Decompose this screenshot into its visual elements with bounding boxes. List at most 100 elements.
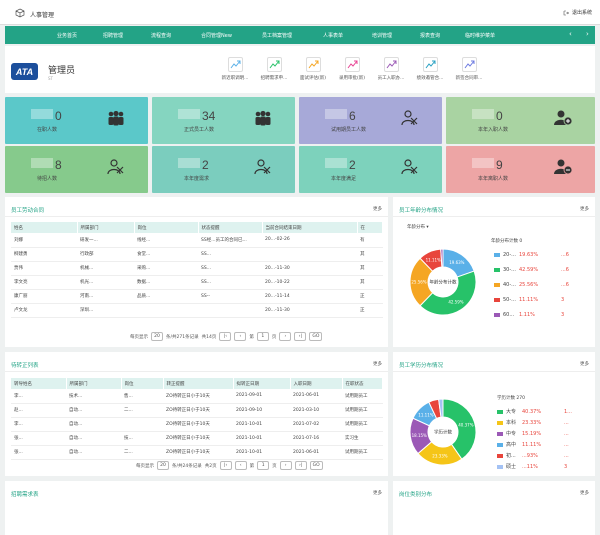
table-row[interactable]: 李... 自动... ZO待转正日小于10天 2021-10-01 2021-07-02… (11, 417, 383, 432)
table-row[interactable]: 张... 自动... 二... ZO待转正日小于10天 2021-10-01 2021-0… (11, 445, 383, 460)
stat-card[interactable]: 6 试用期员工人数 (299, 97, 442, 144)
legend-item[interactable]: 本科 23.33%... (497, 419, 569, 426)
first-page-button[interactable]: |‹ (219, 332, 232, 341)
legend-swatch (497, 442, 503, 447)
nav-item-training[interactable]: 培训管理 (372, 33, 393, 39)
main-nav: 业务首页 招聘管理 流程查询 合同管理New 员工档案管理 人事表单 培训管理 … (5, 26, 595, 44)
table-cell: 李... (11, 417, 66, 432)
stat-label: 试用期员工人数 (331, 127, 367, 133)
nav-item-home[interactable]: 业务首页 (57, 33, 78, 39)
table-row[interactable]: 李... 技术... 售... ZO待转正日小于10天 2021-09-01 2021-0… (11, 389, 383, 404)
legend-item[interactable]: 中专 15.19%... (497, 430, 569, 437)
legend-item[interactable]: 高中 11.11%... (497, 441, 569, 448)
edu-title[interactable]: 员工学历分布情况 (399, 363, 444, 369)
confirm-more-link[interactable]: 更多 (373, 362, 382, 367)
age-title[interactable]: 员工年龄分布情况 (399, 208, 444, 214)
age-more-link[interactable]: 更多 (580, 207, 589, 212)
table-cell: 试用期员工 (342, 445, 383, 460)
nav-item-temp[interactable]: 临时维护菜单 (465, 33, 496, 39)
table-cell: 赵... (11, 403, 66, 418)
table-row[interactable]: 卢文龙 深圳... 20...-11-30 正 (11, 303, 383, 318)
legend-item[interactable]: 20-... 19.63% ...6 (494, 252, 569, 258)
recruit-demand-title[interactable]: 招聘需求表 (11, 492, 39, 498)
shortcut-item[interactable]: 新签合同审... (451, 57, 487, 81)
next-page-button[interactable]: › (279, 461, 292, 470)
edu-more-link[interactable]: 更多 (580, 362, 589, 367)
last-page-button[interactable]: ›| (294, 461, 307, 470)
page-size-input[interactable]: 20 (151, 332, 163, 341)
nav-next-icon[interactable]: › (586, 30, 589, 38)
nav-item-recruit[interactable]: 招聘管理 (103, 33, 124, 39)
legend-item[interactable]: 50-... 11.11% 3 (494, 297, 564, 303)
page-size-input[interactable]: 20 (157, 461, 169, 470)
shortcut-item[interactable]: 面试评估(新) (295, 57, 331, 81)
legend-item[interactable]: 60... 1.11% 3 (494, 312, 564, 318)
table-row[interactable]: 康广丽 河南... 品质... SS-- 20...-11-14 正 (11, 289, 383, 304)
table-cell: 康广丽 (11, 289, 77, 304)
table-row[interactable]: 柳建勇 行政部 食堂... SS... 其 (11, 247, 383, 262)
table-row[interactable]: 张... 自动... 技... ZO待转正日小于10天 2021-10-01 2021-0… (11, 431, 383, 446)
recruit-demand-more-link[interactable]: 更多 (373, 491, 382, 496)
shortcut-label: 绩效邀管合... (416, 76, 444, 81)
contracts-title[interactable]: 员工劳动合同 (11, 208, 45, 214)
table-cell: 食堂... (134, 247, 198, 262)
stat-card[interactable]: 0 本年入职人数 (446, 97, 595, 144)
page-input[interactable]: 1 (257, 461, 270, 470)
shortcut-label: 招聘需求申... (260, 76, 288, 81)
stat-card[interactable]: 34 正式员工人数 (152, 97, 295, 144)
shortcut-item[interactable]: 员工入职办... (373, 57, 409, 81)
stat-card[interactable]: 9 本年离职人数 (446, 146, 595, 193)
nav-item-reports[interactable]: 报表查询 (420, 33, 441, 39)
stat-value: 0 (496, 109, 503, 123)
stat-card[interactable]: 2 本年度需求 (152, 146, 295, 193)
donut-slice[interactable] (440, 248, 444, 268)
nav-item-contract[interactable]: 合同管理New (201, 33, 232, 39)
shortcut-item[interactable]: 招聘需求申... (256, 57, 292, 81)
donut-slice[interactable] (419, 270, 477, 316)
stat-card[interactable]: 0 在职人数 (5, 97, 148, 144)
table-row[interactable]: 赵... 自动... 二... ZO待转正日小于10天 2021-09-10 2021-0… (11, 403, 383, 418)
legend-count: 3 (561, 312, 565, 318)
page-input[interactable]: 1 (256, 332, 269, 341)
table-row[interactable]: 贾伟 机械... 采购... SS... 20...-11-30 其 (11, 261, 383, 276)
col-dept: 所属部门 (77, 222, 135, 233)
shortcut-label: 新近职调明... (221, 76, 249, 81)
confirm-title[interactable]: 待转正列表 (11, 363, 39, 369)
go-button[interactable]: GO (309, 332, 323, 341)
table-cell: 20...-11-30 (262, 303, 357, 318)
legend-item[interactable]: 40-... 25.56% ...6 (494, 282, 569, 288)
next-page-button[interactable]: › (279, 332, 292, 341)
post-category-more-link[interactable]: 更多 (580, 491, 589, 496)
nav-item-process[interactable]: 流程查询 (151, 33, 172, 39)
legend-item[interactable]: 30-... 42.59% ...6 (494, 267, 569, 273)
shortcut-item[interactable]: 录用审批(新) (334, 57, 370, 81)
table-row[interactable]: 李文亮 机光... 数据... SS... 20...-10-22 其 (11, 275, 383, 290)
donut-slice[interactable] (438, 398, 444, 418)
table-row[interactable]: 刘娜 研发一... 线经... SS经...员工的合同已... 20...-02-26 有 (11, 233, 383, 248)
age-selector[interactable]: 年龄分布 ▾ (407, 225, 429, 230)
prev-page-button[interactable]: ‹ (234, 332, 247, 341)
go-button[interactable]: GO (309, 461, 323, 470)
legend-item[interactable]: 硕士 ...11% 3 (497, 463, 567, 470)
table-cell: 机光... (77, 275, 134, 290)
nav-prev-icon[interactable]: ‹ (569, 30, 572, 38)
logout-button[interactable]: 退出系统 (563, 9, 592, 16)
shortcut-item[interactable]: 新近职调明... (217, 57, 253, 81)
table-cell: 贾伟 (11, 261, 77, 276)
shortcut-item[interactable]: 绩效邀管合... (412, 57, 448, 81)
legend-item[interactable]: 初... ...93%... (497, 452, 569, 459)
donut-slice[interactable] (442, 398, 477, 460)
legend-item[interactable]: 大专 40.37% 1... (497, 408, 572, 415)
table-cell: 2021-07-16 (290, 431, 342, 446)
stat-card[interactable]: 8 待招人数 (5, 146, 148, 193)
contracts-more-link[interactable]: 更多 (373, 207, 382, 212)
stat-card[interactable]: 2 本年度满足 (299, 146, 442, 193)
nav-item-forms[interactable]: 人事表单 (323, 33, 344, 39)
first-page-button[interactable]: |‹ (219, 461, 232, 470)
last-page-button[interactable]: ›| (294, 332, 307, 341)
post-category-title[interactable]: 岗位类别分布 (399, 492, 433, 498)
table-cell: SS... (198, 261, 262, 276)
nav-item-archive[interactable]: 员工档案管理 (262, 33, 293, 39)
legend-swatch (494, 283, 500, 287)
prev-page-button[interactable]: ‹ (234, 461, 247, 470)
